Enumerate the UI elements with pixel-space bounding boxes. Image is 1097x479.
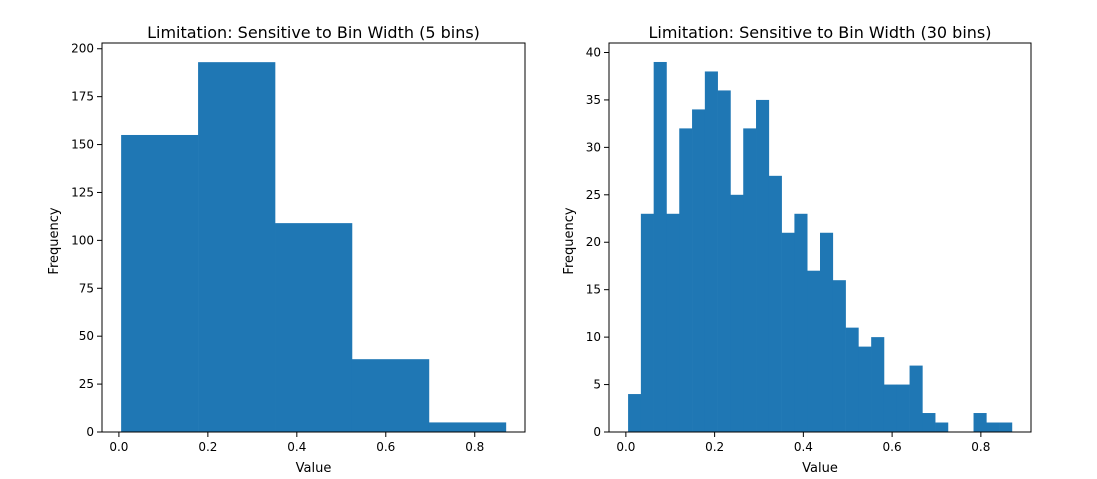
y-tick-label: 5	[593, 378, 601, 392]
histogram-bar	[640, 213, 654, 432]
histogram-bar	[756, 99, 770, 433]
y-axis-ticks: 0 5 10 15 20 25 30 35 40	[586, 45, 609, 439]
x-tick-label: 0.2	[198, 440, 217, 454]
histogram-bar	[679, 128, 693, 432]
y-tick-label: 100	[71, 233, 94, 247]
histogram-bar	[999, 422, 1013, 432]
histogram-bar	[820, 232, 834, 432]
x-tick-label: 0.6	[883, 440, 902, 454]
y-tick-label: 175	[71, 90, 94, 104]
histogram-bar	[275, 223, 353, 432]
y-tick-label: 25	[79, 377, 94, 391]
y-tick-label: 25	[586, 188, 601, 202]
histogram-bar	[428, 422, 507, 432]
histogram-bar	[909, 365, 923, 432]
chart-title: Limitation: Sensitive to Bin Width (5 bi…	[147, 23, 480, 42]
histogram-bar	[666, 213, 680, 432]
axes-frame	[101, 42, 526, 433]
y-axis-label: Frequency	[562, 207, 577, 274]
histogram-bar	[896, 384, 910, 432]
histogram-bar	[871, 337, 885, 432]
histogram-bar	[922, 413, 936, 432]
histogram-bar	[730, 194, 744, 432]
x-tick-label: 0.0	[616, 440, 635, 454]
y-tick-label: 50	[79, 329, 94, 343]
x-tick-label: 0.4	[794, 440, 813, 454]
histogram-5-bins-panel: 0.0 0.2 0.4 0.6 0.8 0 25 50 75 100 125 150 175 200 L…	[47, 23, 526, 476]
y-tick-label: 150	[71, 138, 94, 152]
histogram-bar	[121, 134, 199, 433]
histogram-30-bins-panel: 0.0 0.2 0.4 0.6 0.8 0 5 10 15 20 25 30 35 40 Limitat…	[562, 23, 1032, 476]
y-tick-label: 200	[71, 42, 94, 56]
histogram-bar	[781, 232, 795, 432]
histogram-bar	[768, 175, 782, 432]
histogram-bar	[973, 413, 987, 432]
histogram-5-bins-bars	[121, 62, 507, 433]
x-tick-label: 0.2	[705, 440, 724, 454]
histogram-bar	[858, 346, 872, 432]
y-tick-label: 75	[79, 281, 94, 295]
y-axis-label: Frequency	[47, 207, 62, 274]
histogram-bar	[935, 422, 949, 432]
y-axis-ticks: 0 25 50 75 100 125 150 175 200	[71, 42, 102, 439]
histogram-bar	[653, 61, 667, 432]
axes-frame	[608, 42, 1032, 433]
y-tick-label: 30	[586, 140, 601, 154]
x-axis-label: Value	[802, 461, 838, 476]
x-axis-ticks: 0.0 0.2 0.4 0.6 0.8	[616, 432, 990, 454]
x-tick-label: 0.0	[109, 440, 128, 454]
chart-title: Limitation: Sensitive to Bin Width (30 b…	[648, 23, 991, 42]
histogram-bar	[832, 280, 846, 432]
histogram-bar	[628, 394, 642, 432]
histogram-30-bins-bars	[628, 61, 1013, 433]
histogram-bar	[883, 384, 898, 432]
histogram-bar	[704, 71, 718, 433]
histogram-bar	[351, 359, 430, 432]
y-tick-label: 125	[71, 185, 94, 199]
histogram-bar	[986, 422, 1000, 432]
y-tick-label: 0	[593, 425, 601, 439]
x-axis-ticks: 0.0 0.2 0.4 0.6 0.8	[109, 432, 484, 454]
y-tick-label: 35	[586, 93, 601, 107]
x-axis-label: Value	[296, 461, 332, 476]
histogram-bar	[845, 327, 859, 432]
histogram-bar	[717, 90, 731, 432]
x-tick-label: 0.8	[971, 440, 990, 454]
histogram-bar	[743, 128, 757, 432]
y-tick-label: 10	[586, 330, 601, 344]
y-tick-label: 20	[586, 235, 601, 249]
y-tick-label: 15	[586, 283, 601, 297]
x-tick-label: 0.6	[376, 440, 395, 454]
histogram-bar	[198, 62, 276, 432]
histogram-bar	[794, 213, 808, 432]
y-tick-label: 0	[86, 425, 94, 439]
histogram-bar	[692, 109, 706, 432]
x-tick-label: 0.8	[465, 440, 484, 454]
y-tick-label: 40	[586, 45, 601, 59]
histogram-bar	[807, 270, 821, 432]
x-tick-label: 0.4	[287, 440, 306, 454]
